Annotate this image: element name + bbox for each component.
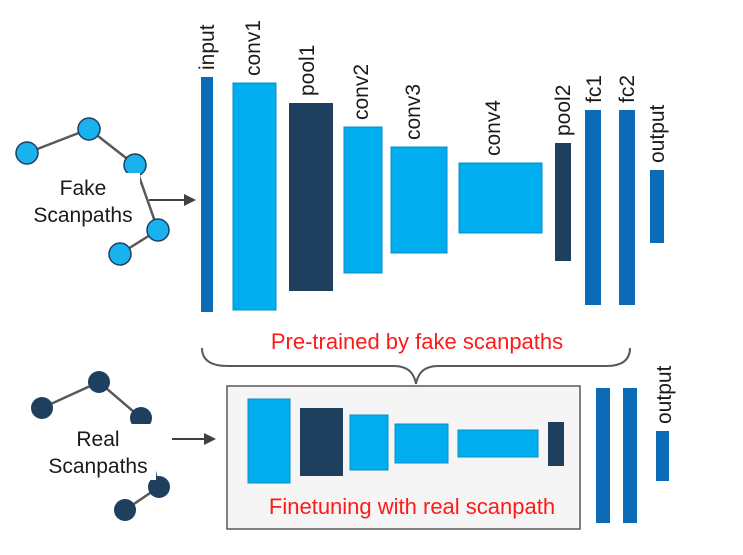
real-scanpath-node: [148, 476, 170, 498]
fake-scanpath-label-line2: Scanpaths: [33, 204, 132, 227]
fake-scanpath-graph: Fake Scanpaths: [15, 117, 170, 266]
finetune-fc2-block: [623, 388, 637, 523]
real-scanpath-graph: Real Scanpaths: [31, 371, 170, 521]
finetune-caption: Finetuning with real scanpath: [269, 494, 555, 519]
fake-scanpath-label-backdrop: [28, 173, 140, 229]
finetune-conv4-block: [457, 429, 539, 458]
pool2-layer-block: [555, 143, 571, 261]
fc2-layer-label: fc2: [616, 75, 639, 103]
finetune-conv2-block: [349, 414, 389, 471]
conv4-layer-block: [458, 162, 543, 234]
input-layer-block: [201, 77, 213, 312]
fake-scanpath-label-line1: Fake: [60, 177, 107, 200]
finetune-conv3-block: [394, 423, 449, 464]
shared-weights-brace: [201, 347, 631, 385]
finetune-fc1-block: [596, 388, 610, 523]
top-network: input conv1 pool1 conv2 conv3 conv4 pool…: [196, 20, 669, 312]
pool2-layer-label: pool2: [552, 85, 575, 136]
output-layer-label: output: [646, 104, 669, 163]
fc1-layer-block: [585, 110, 601, 305]
pool1-layer-block: [289, 103, 333, 291]
conv3-layer-block: [390, 146, 448, 254]
fake-scanpath-node: [123, 153, 147, 177]
conv2-layer-block: [343, 126, 383, 274]
fake-scanpath-node: [15, 141, 39, 165]
output-layer-block: [650, 170, 664, 243]
pool1-layer-label: pool1: [296, 45, 319, 96]
finetune-output-block: [656, 431, 669, 481]
real-scanpath-label-line2: Scanpaths: [48, 455, 147, 478]
finetune-pool1-block: [300, 408, 343, 476]
real-scanpath-label-backdrop: [44, 424, 156, 480]
fake-scanpath-node: [146, 218, 170, 242]
bottom-output-label: output: [653, 365, 676, 424]
conv4-layer-label: conv4: [482, 100, 505, 156]
finetune-box: Finetuning with real scanpath: [226, 385, 581, 530]
conv2-layer-label: conv2: [350, 64, 373, 120]
finetune-pool2-block: [548, 422, 564, 466]
input-layer-label: input: [196, 24, 219, 70]
conv3-layer-label: conv3: [402, 84, 425, 140]
real-scanpath-node: [31, 397, 53, 419]
fake-scanpath-node: [77, 117, 101, 141]
fc1-layer-label: fc1: [583, 75, 606, 103]
real-scanpath-node: [114, 499, 136, 521]
real-scanpath-label-line1: Real: [76, 428, 119, 451]
finetune-conv1-block: [247, 398, 291, 484]
fc2-layer-block: [619, 110, 635, 305]
conv1-layer-label: conv1: [242, 20, 265, 76]
real-input-arrow: [172, 433, 216, 445]
conv1-layer-block: [232, 82, 277, 311]
real-scanpath-node: [88, 371, 110, 393]
real-scanpath-node: [130, 407, 152, 429]
pretrained-caption: Pre-trained by fake scanpaths: [271, 329, 563, 354]
fake-scanpath-node: [108, 242, 132, 266]
fake-input-arrow: [149, 194, 196, 206]
